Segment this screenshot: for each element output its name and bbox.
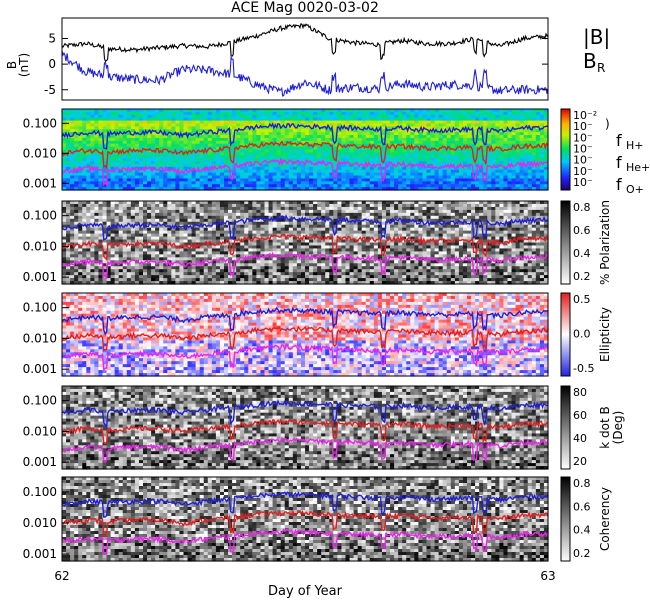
legend-He-label: f (616, 153, 622, 172)
curve-fo-polarization (61, 251, 549, 279)
curve-fhe-ellipticity (61, 325, 549, 352)
colorbar-label: Ellipticity (598, 307, 612, 362)
colorbar-tick-label: 0.4 (573, 247, 591, 260)
panel-polarization-heatmap (61, 201, 549, 285)
panel-ellipticity-heatmap (61, 293, 549, 377)
series-b-magnitude-line (61, 22, 549, 63)
colorbar-tick-label: 20 (573, 455, 587, 468)
y-tick-label: 0.100 (23, 209, 57, 223)
colorbar-tick-label: 0.4 (573, 524, 591, 537)
legend-O-subscript: O+ (626, 183, 644, 196)
colorbar-kdotb (560, 385, 571, 470)
legend-He-subscript: He+ (626, 161, 650, 174)
colorbar-ellipticity (560, 292, 571, 377)
y-tick-label: 0.100 (23, 394, 57, 408)
colorbar-tick-label: 0.2 (573, 270, 591, 283)
curve-fh-polarization (61, 214, 549, 241)
curve-fo-ellipticity (61, 343, 549, 371)
x-tick-label: 62 (54, 569, 69, 583)
y-tick-label: 0.001 (23, 176, 57, 190)
colorbar-tick-label: 0.2 (573, 547, 591, 560)
panel-kdotb-heatmap (61, 386, 549, 470)
colorbar-tick-label: 0.5 (573, 293, 591, 306)
panel-coherency-heatmap (61, 477, 549, 562)
colorbar-tick-label: 10⁻ (573, 143, 593, 156)
curve-fo-coherency (61, 528, 549, 555)
curve-fhe-kdotb (61, 418, 549, 445)
colorbar-tick-label: 0.8 (573, 201, 591, 214)
legend-O-label: f (616, 175, 622, 194)
y-tick-label: 0.010 (23, 146, 57, 160)
series-b-radial-line (61, 50, 549, 97)
panel-coherency-frame (61, 476, 549, 562)
colorbar-label: % Polarization (598, 200, 612, 285)
y-tick-label: 0 (48, 57, 56, 71)
chart-title: ACE Mag 0020-03-02 (231, 0, 379, 16)
panel-kdotb-frame (61, 385, 549, 470)
colorbar-tick-label: 0.0 (573, 328, 591, 341)
legend-b-radial: B (583, 49, 597, 73)
colorbar-tick-label: 60 (573, 409, 587, 422)
y-tick-label: 0.100 (23, 116, 57, 130)
legend-H-label: f (616, 131, 622, 150)
panel-ellipticity-frame (61, 292, 549, 377)
y-tick-label: 0.100 (23, 301, 57, 315)
y-tick-label: 5 (48, 32, 56, 46)
colorbar-tick-label: 80 (573, 386, 587, 399)
colorbar-label: ) (605, 117, 610, 131)
curve-fhe-power (61, 140, 549, 170)
y-axis-label: B (5, 61, 19, 69)
curve-fh-coherency (61, 491, 549, 518)
colorbar-coherency (560, 476, 571, 562)
colorbar-label: Coherency (598, 487, 612, 551)
panel-polarization-frame (61, 200, 549, 285)
colorbar-tick-label: 10⁻ (573, 120, 593, 133)
colorbar-tick-label: 10⁻ (573, 131, 593, 144)
legend-b-radial-subscript: R (597, 61, 605, 75)
panel-power-heatmap (61, 109, 549, 191)
curve-fo-power (61, 157, 549, 188)
y-tick-label: 0.010 (23, 424, 57, 438)
curve-fhe-polarization (61, 233, 549, 261)
y-tick-label: 0.001 (23, 270, 57, 284)
y-tick-label: -5 (44, 83, 56, 97)
colorbar-tick-label: 10⁻² (573, 109, 597, 122)
legend-b-magnitude: |B| (583, 25, 610, 49)
y-tick-label: 0.100 (23, 485, 57, 499)
colorbar-power (560, 108, 571, 191)
curve-fh-kdotb (61, 398, 549, 430)
colorbar-polarization (560, 200, 571, 285)
x-axis-label: Day of Year (268, 584, 343, 599)
y-tick-label: 0.001 (23, 455, 57, 469)
panel-bfield-bg (62, 18, 548, 100)
y-axis-label-units: (nT) (17, 53, 31, 77)
colorbar-label: k dot B (598, 406, 612, 448)
legend-H-subscript: H+ (626, 139, 644, 152)
panel-power-frame (61, 108, 549, 191)
colorbar-tick-label: 10⁻ (573, 165, 593, 178)
x-tick-label: 63 (540, 569, 555, 583)
colorbar-tick-label: 10⁻ (573, 176, 593, 189)
y-tick-label: 0.010 (23, 516, 57, 530)
y-tick-label: 0.001 (23, 547, 57, 561)
colorbar-tick-label: 40 (573, 432, 587, 445)
y-tick-label: 0.010 (23, 331, 57, 345)
y-tick-label: 0.001 (23, 362, 57, 376)
curve-fh-power (61, 122, 549, 150)
colorbar-tick-label: 0.6 (573, 224, 591, 237)
colorbar-tick-label: -0.5 (573, 362, 594, 375)
colorbar-tick-label: 10⁻ (573, 154, 593, 167)
colorbar-tick-label: 0.8 (573, 477, 591, 490)
y-tick-label: 0.010 (23, 239, 57, 253)
colorbar-tick-label: 0.6 (573, 500, 591, 513)
colorbar-label-units: (Deg) (611, 411, 625, 445)
curve-fhe-coherency (61, 509, 549, 538)
curve-fh-ellipticity (61, 306, 549, 336)
panel-bfield-frame (61, 17, 549, 101)
curve-fo-kdotb (61, 436, 549, 464)
